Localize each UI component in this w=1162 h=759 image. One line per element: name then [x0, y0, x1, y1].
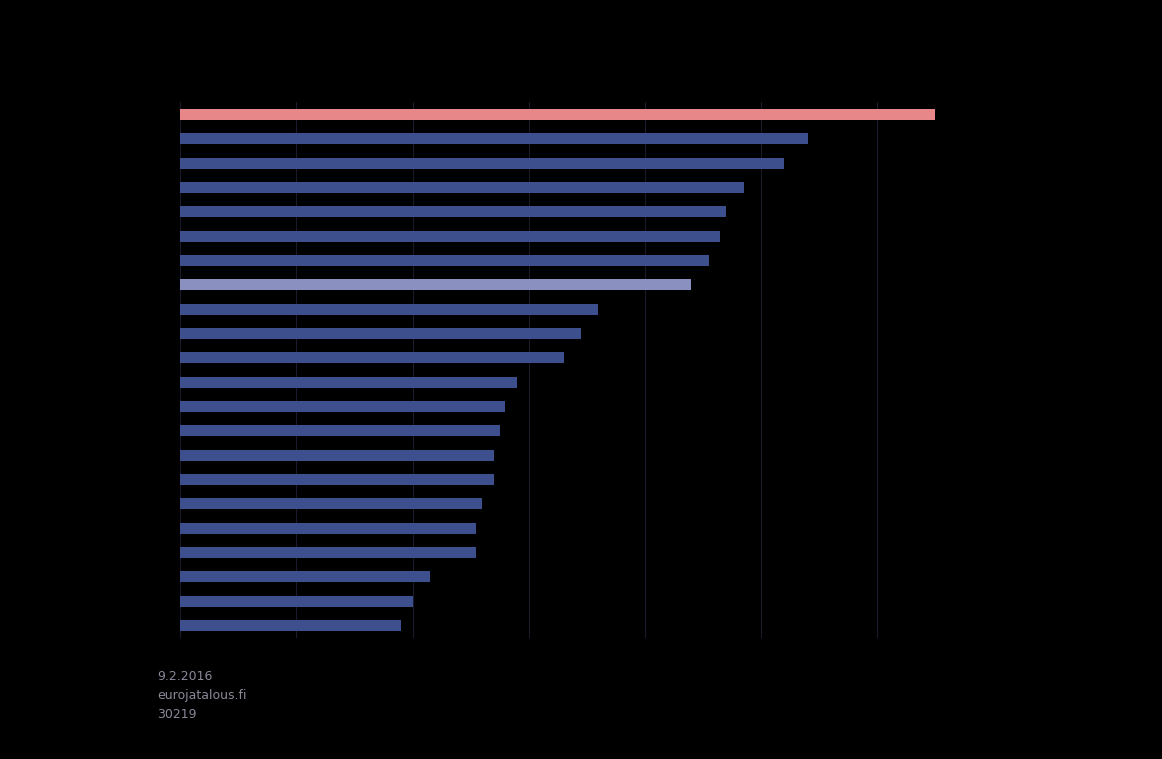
Bar — [180, 134, 808, 144]
Bar — [180, 376, 517, 388]
Bar — [180, 182, 744, 193]
Bar — [180, 596, 413, 606]
Bar — [180, 572, 430, 582]
Bar — [180, 401, 505, 412]
Bar — [180, 523, 476, 534]
Bar — [180, 255, 709, 266]
Bar — [180, 449, 494, 461]
Bar — [180, 352, 564, 364]
Bar — [180, 304, 598, 315]
Bar — [180, 620, 401, 631]
Bar — [180, 499, 482, 509]
Bar — [180, 158, 784, 168]
Text: 9.2.2016
eurojatalous.fi
30219: 9.2.2016 eurojatalous.fi 30219 — [157, 670, 246, 721]
Bar — [180, 328, 581, 339]
Bar — [180, 206, 726, 217]
Bar — [180, 474, 494, 485]
Bar — [180, 547, 476, 558]
Bar — [180, 109, 935, 120]
Bar — [180, 231, 720, 241]
Bar — [180, 279, 691, 291]
Bar — [180, 425, 500, 436]
